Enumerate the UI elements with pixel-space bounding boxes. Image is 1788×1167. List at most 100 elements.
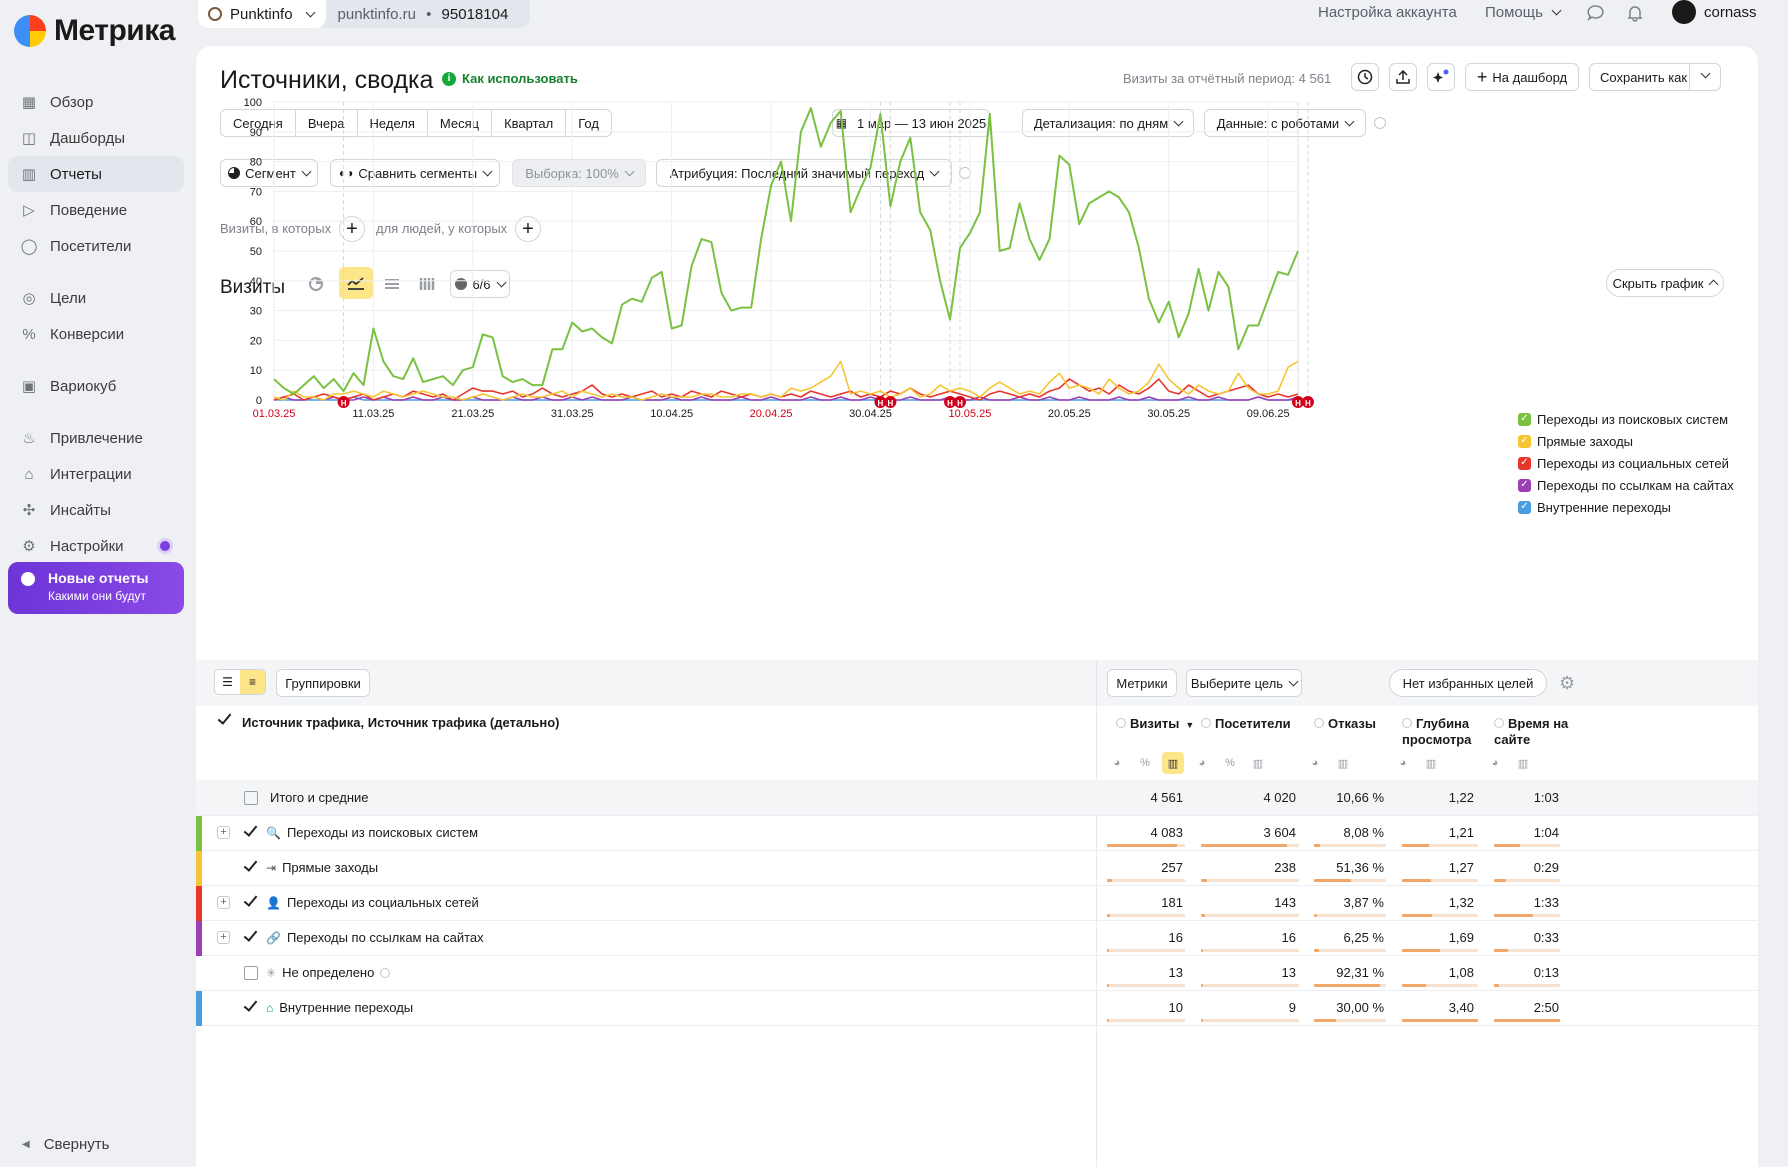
- bar-view-icon[interactable]: ▥: [1332, 752, 1354, 774]
- metrics-button[interactable]: Метрики: [1107, 669, 1177, 697]
- help-icon[interactable]: [1116, 718, 1126, 728]
- gear-icon[interactable]: ⚙: [1559, 673, 1575, 694]
- ai-assistant-button[interactable]: [1427, 63, 1455, 91]
- column-header-1[interactable]: Посетители: [1201, 716, 1325, 732]
- row-checkbox[interactable]: [244, 966, 258, 980]
- user-menu[interactable]: cornass: [1672, 0, 1757, 24]
- legend-item[interactable]: ✓ Переходы из поисковых систем: [1518, 408, 1734, 430]
- flat-list-icon[interactable]: ☰: [215, 670, 240, 694]
- legend-item[interactable]: ✓ Переходы из социальных сетей: [1518, 452, 1734, 474]
- counter-switcher[interactable]: Punktinfo punktinfo.ru • 95018104: [198, 0, 530, 28]
- cell-share-bar: [1402, 914, 1478, 917]
- sidebar-item-2[interactable]: ▥ Отчеты: [8, 156, 184, 192]
- pie-view-icon[interactable]: ◕: [1106, 752, 1128, 774]
- legend-checkbox[interactable]: ✓: [1518, 479, 1531, 492]
- history-button[interactable]: [1351, 63, 1379, 91]
- legend-item[interactable]: ✓ Внутренние переходы: [1518, 496, 1734, 518]
- bar-view-icon[interactable]: ▥: [1162, 752, 1184, 774]
- row-checkbox[interactable]: [244, 931, 258, 945]
- help-icon[interactable]: [1402, 718, 1412, 728]
- table-row[interactable]: + 🔗 Переходы по ссылкам на сайтах 16 16 6,25 …: [196, 921, 1758, 956]
- bell-icon[interactable]: [1626, 4, 1644, 26]
- help-icon[interactable]: [380, 968, 390, 978]
- save-as-button[interactable]: Сохранить как: [1589, 63, 1721, 91]
- row-checkbox[interactable]: [244, 861, 258, 875]
- cell-share-fill: [1201, 879, 1207, 882]
- table-row[interactable]: + 🔍 Переходы из поисковых систем 4 083 3 604…: [196, 816, 1758, 851]
- help-menu[interactable]: Помощь: [1485, 4, 1560, 21]
- expand-row-button[interactable]: +: [217, 896, 230, 909]
- total-checkbox[interactable]: [244, 791, 258, 805]
- row-checkbox[interactable]: [244, 1001, 258, 1015]
- help-icon[interactable]: [1374, 117, 1386, 129]
- sidebar-item-5[interactable]: ◎ Цели: [8, 280, 184, 316]
- bar-view-icon[interactable]: ▥: [1247, 752, 1269, 774]
- table-row[interactable]: ⌂ Внутренние переходы 10 9 30,00 % 3,40 2:50: [196, 991, 1758, 1026]
- help-icon[interactable]: [1314, 718, 1324, 728]
- sidebar-item-0[interactable]: ▦ Обзор: [8, 84, 184, 120]
- column-header-4[interactable]: Время на сайте: [1494, 716, 1578, 748]
- hide-chart-button[interactable]: Скрыть график: [1606, 269, 1724, 297]
- legend-checkbox[interactable]: ✓: [1518, 435, 1531, 448]
- cell-share-bar: [1494, 914, 1560, 917]
- expand-row-button[interactable]: +: [217, 931, 230, 944]
- column-view-toggles: ◕% ▥: [1191, 752, 1269, 774]
- legend-checkbox[interactable]: ✓: [1518, 413, 1531, 426]
- table-row[interactable]: ⇥ Прямые заходы 257 238 51,36 % 1,27 0:29: [196, 851, 1758, 886]
- column-header-3[interactable]: Глубина просмотра: [1402, 716, 1496, 748]
- app-logo[interactable]: Метрика: [14, 14, 175, 48]
- sidebar-item-10[interactable]: ✣ Инсайты: [8, 492, 184, 528]
- table-toolbar: ☰ ≡ Группировки Метрики Выберите цель Не…: [196, 660, 1758, 706]
- legend-label: Переходы из социальных сетей: [1537, 456, 1729, 471]
- legend-checkbox[interactable]: ✓: [1518, 501, 1531, 514]
- x-tick-label: 30.05.25: [1147, 408, 1190, 420]
- sort-desc-icon[interactable]: ▼: [1185, 720, 1194, 730]
- legend-item[interactable]: ✓ Переходы по ссылкам на сайтах: [1518, 474, 1734, 496]
- x-tick-label: 30.04.25: [849, 408, 892, 420]
- add-to-dashboard-button[interactable]: + На дашборд: [1465, 63, 1579, 91]
- help-label: Помощь: [1485, 4, 1543, 21]
- row-checkbox[interactable]: [244, 896, 258, 910]
- legend-item[interactable]: ✓ Прямые заходы: [1518, 430, 1734, 452]
- table-row[interactable]: ✳ Не определено 13 13 92,31 % 1,08 0:13: [196, 956, 1758, 991]
- new-reports-promo[interactable]: Новые отчеты Какими они будут: [8, 562, 184, 614]
- sidebar-item-11[interactable]: ⚙ Настройки: [8, 528, 184, 564]
- sidebar-item-6[interactable]: % Конверсии: [8, 316, 184, 352]
- select-all-checkbox[interactable]: [218, 714, 232, 733]
- favorite-goals-button[interactable]: Нет избранных целей: [1389, 669, 1547, 697]
- sidebar-item-9[interactable]: ⌂ Интеграции: [8, 456, 184, 492]
- choose-goal-dropdown[interactable]: Выберите цель: [1186, 669, 1302, 697]
- tree-list-icon[interactable]: ≡: [240, 670, 265, 694]
- bar-view-icon[interactable]: ▥: [1420, 752, 1442, 774]
- expand-row-button[interactable]: +: [217, 826, 230, 839]
- sidebar-item-7[interactable]: ▣ Вариокуб: [8, 368, 184, 404]
- bar-view-icon[interactable]: ▥: [1512, 752, 1534, 774]
- groupings-button[interactable]: Группировки: [276, 669, 370, 697]
- sidebar-item-4[interactable]: ◯ Посетители: [8, 228, 184, 264]
- table-row[interactable]: + 👤 Переходы из социальных сетей 181 143 3,87…: [196, 886, 1758, 921]
- dimension-header[interactable]: Источник трафика, Источник трафика (дета…: [242, 715, 560, 730]
- sidebar-item-8[interactable]: ♨ Привлечение: [8, 420, 184, 456]
- help-icon[interactable]: [1201, 718, 1211, 728]
- legend-checkbox[interactable]: ✓: [1518, 457, 1531, 470]
- account-settings-link[interactable]: Настройка аккаунта: [1318, 4, 1457, 21]
- export-button[interactable]: [1389, 63, 1417, 91]
- logo-text: Метрика: [54, 14, 175, 48]
- row-checkbox[interactable]: [244, 826, 258, 840]
- pie-view-icon[interactable]: ◕: [1484, 752, 1506, 774]
- chat-icon[interactable]: [1587, 4, 1605, 26]
- collapse-sidebar-button[interactable]: ◀ Свернуть: [22, 1136, 110, 1153]
- column-header-2[interactable]: Отказы: [1314, 716, 1408, 732]
- pie-view-icon[interactable]: ◕: [1304, 752, 1326, 774]
- column-header-0[interactable]: Визиты ▼: [1116, 716, 1210, 733]
- help-icon[interactable]: [1494, 718, 1504, 728]
- column-label: Визиты: [1130, 716, 1179, 731]
- cell-value: 16: [1196, 930, 1296, 945]
- pie-view-icon[interactable]: ◕: [1191, 752, 1213, 774]
- percent-view-icon[interactable]: %: [1134, 752, 1156, 774]
- sidebar-item-1[interactable]: ◫ Дашборды: [8, 120, 184, 156]
- pie-view-icon[interactable]: ◕: [1392, 752, 1414, 774]
- percent-view-icon[interactable]: %: [1219, 752, 1241, 774]
- sidebar-item-3[interactable]: ▷ Поведение: [8, 192, 184, 228]
- cell-share-bar: [1494, 1019, 1560, 1022]
